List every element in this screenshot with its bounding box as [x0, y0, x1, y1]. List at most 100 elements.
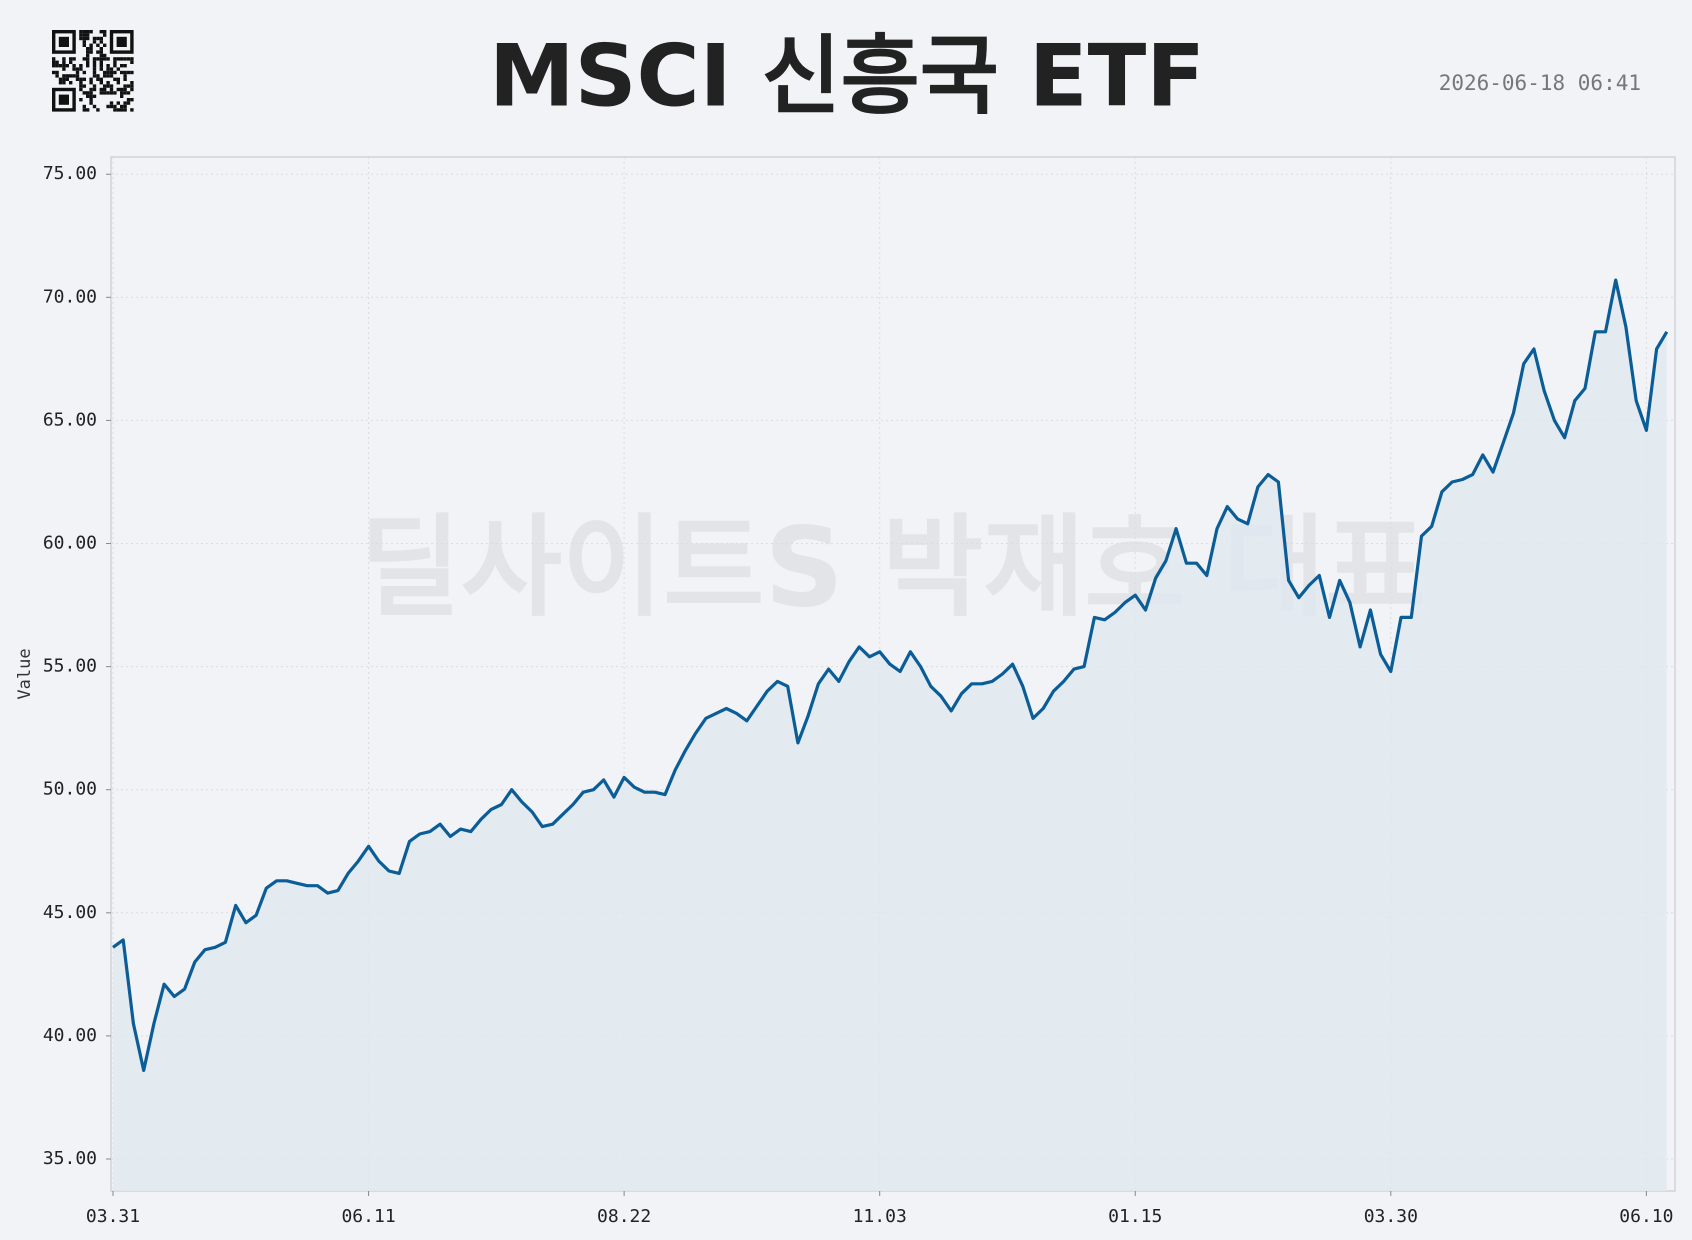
qr-module [92, 67, 97, 71]
qr-module [99, 81, 103, 85]
qr-module [99, 50, 103, 54]
qr-module [130, 98, 134, 102]
qr-module [79, 87, 83, 92]
qr-module [120, 104, 124, 109]
qr-module [82, 30, 86, 34]
qr-module [126, 70, 131, 75]
y-tick-label: 70.00 [43, 286, 97, 307]
qr-module [82, 77, 86, 81]
qr-module [89, 50, 93, 54]
qr-module [92, 70, 97, 75]
qr-module [62, 77, 66, 81]
qr-module [116, 67, 120, 71]
timestamp: 2026-06-18 06:41 [1439, 71, 1641, 95]
qr-module [113, 108, 117, 112]
qr-module [72, 57, 76, 61]
qr-module [126, 91, 131, 95]
qr-module [69, 81, 73, 85]
qr-module [103, 91, 107, 95]
qr-module [126, 101, 131, 105]
qr-finder [58, 36, 69, 47]
qr-module [130, 87, 134, 92]
y-tick-label: 40.00 [43, 1025, 97, 1046]
qr-module [92, 87, 97, 92]
qr-module [113, 104, 117, 109]
y-tick-label: 45.00 [43, 902, 97, 923]
qr-module [72, 64, 76, 68]
qr-module [106, 57, 110, 61]
qr-module [92, 64, 97, 68]
qr-module [99, 77, 103, 81]
qr-module [123, 84, 127, 88]
qr-module [113, 60, 117, 64]
qr-module [109, 91, 114, 95]
qr-module [79, 64, 83, 68]
qr-module [123, 101, 127, 105]
qr-module [99, 67, 103, 71]
qr-module [89, 47, 93, 51]
qr-finder [116, 36, 127, 47]
qr-module [123, 74, 127, 78]
qr-module [86, 91, 90, 95]
qr-module [52, 70, 56, 75]
qr-module [123, 108, 127, 112]
qr-module [55, 70, 59, 75]
qr-module [86, 57, 90, 61]
qr-module [96, 57, 100, 61]
qr-module [99, 60, 103, 64]
qr-module [120, 94, 124, 98]
qr-module [99, 87, 103, 92]
qr-module [79, 67, 83, 71]
qr-module [86, 33, 90, 37]
qr-module [109, 67, 114, 71]
qr-module [86, 108, 90, 112]
qr-module [123, 77, 127, 81]
qr-module [103, 53, 107, 58]
line [112, 278, 1669, 1072]
qr-module [92, 94, 97, 98]
qr-module [106, 91, 110, 95]
qr-module [62, 60, 66, 64]
x-tick-label: 01.15 [1108, 1206, 1162, 1227]
qr-module [72, 67, 76, 71]
qr-module [75, 74, 80, 78]
qr-module [106, 70, 110, 75]
qr-module [106, 67, 110, 71]
qr-module [130, 84, 134, 88]
qr-module [116, 77, 120, 81]
qr-module [99, 47, 103, 51]
qr-module [130, 60, 134, 64]
qr-module [58, 81, 63, 85]
qr-module [106, 81, 110, 85]
qr-module [103, 70, 107, 75]
y-tick-label: 50.00 [43, 779, 97, 800]
y-tick-label: 75.00 [43, 163, 97, 184]
qr-module [123, 57, 127, 61]
qr-module [92, 40, 97, 44]
qr-module [103, 74, 107, 78]
qr-module [69, 74, 73, 78]
qr-module [58, 64, 63, 68]
qr-code [52, 30, 134, 112]
qr-module [82, 40, 86, 44]
qr-module [82, 33, 86, 37]
qr-module [109, 74, 114, 78]
qr-module [79, 30, 83, 34]
qr-module [82, 108, 86, 112]
qr-module [89, 94, 93, 98]
qr-module [103, 30, 107, 34]
qr-module [79, 98, 83, 102]
qr-module [109, 87, 114, 92]
qr-module [52, 64, 56, 68]
qr-module [99, 40, 103, 44]
qr-module [92, 36, 97, 41]
y-tick-label: 55.00 [43, 656, 97, 677]
y-tick-label: 65.00 [43, 409, 97, 430]
qr-module [82, 104, 86, 109]
qr-module [130, 108, 134, 112]
qr-module [96, 50, 100, 54]
qr-module [69, 57, 73, 61]
y-axis-label: Value [15, 648, 35, 699]
qr-module [79, 36, 83, 41]
